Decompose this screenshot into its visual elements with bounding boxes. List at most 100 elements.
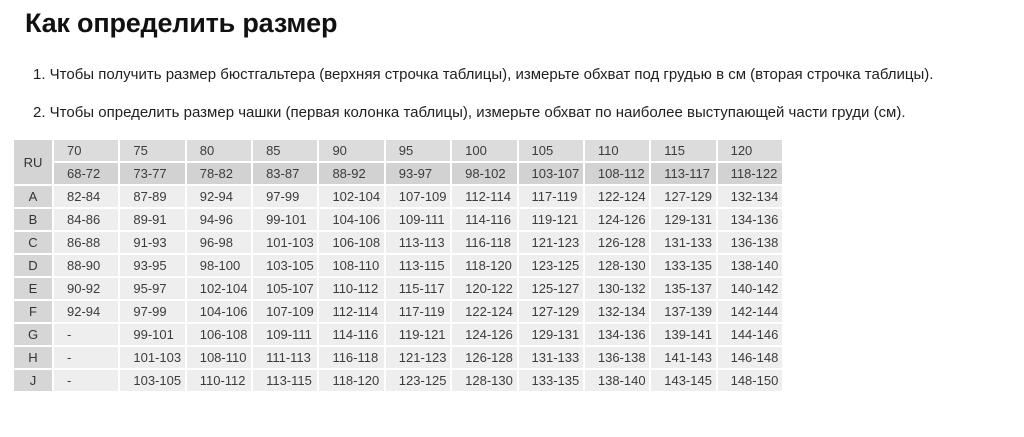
cup-size-row: D 88-90 93-95 98-100 103-105 108-110 113-115 11… [14,255,782,276]
size-value-cell: 146-148 [717,347,782,368]
cup-letter-cell: J [14,370,52,391]
size-value-cell: 134-136 [584,324,650,345]
size-value-cell: 120-122 [452,278,517,299]
band-size-cell: 70 [54,140,119,161]
size-value-cell: 122-124 [584,186,650,207]
size-value-cell: 143-145 [651,370,716,391]
size-value-cell: 113-115 [385,255,451,276]
size-value-cell: 127-129 [651,186,716,207]
size-value-cell: 136-138 [584,347,650,368]
size-value-cell: 129-131 [518,324,583,345]
instruction-item: 1. Чтобы получить размер бюстгальтера (в… [33,66,934,83]
size-value-cell: 87-89 [120,186,185,207]
size-value-cell: 88-90 [54,255,119,276]
band-size-cell: 85 [253,140,318,161]
band-size-row: RU 70 75 80 85 90 95 100 105 110 115 120 [14,140,782,184]
size-value-cell: 92-94 [186,186,252,207]
size-value-cell: 117-119 [518,186,583,207]
size-value-cell: 99-101 [253,209,318,230]
band-size-cell: 95 [385,140,451,161]
size-value-cell: 114-116 [319,324,384,345]
underbust-cell: 83-87 [253,163,318,184]
size-value-cell: 115-117 [385,278,451,299]
underbust-cell: 103-107 [518,163,583,184]
size-value-cell: 112-114 [452,186,517,207]
band-size-cell: 110 [584,140,650,161]
size-value-cell: - [54,347,119,368]
size-value-cell: 117-119 [385,301,451,322]
cup-letter-cell: B [14,209,52,230]
underbust-cell: 113-117 [651,163,716,184]
size-value-cell: 82-84 [54,186,119,207]
size-value-cell: 96-98 [186,232,252,253]
size-value-cell: 94-96 [186,209,252,230]
cup-letter-cell: D [14,255,52,276]
size-value-cell: 130-132 [584,278,650,299]
size-value-cell: 133-135 [518,370,583,391]
size-value-cell: 148-150 [717,370,782,391]
size-value-cell: 103-105 [253,255,318,276]
size-value-cell: 90-92 [54,278,119,299]
size-value-cell: 93-95 [120,255,185,276]
size-value-cell: 141-143 [651,347,716,368]
size-value-cell: 124-126 [452,324,517,345]
size-value-cell: 92-94 [54,301,119,322]
size-value-cell: 110-112 [319,278,384,299]
underbust-cell: 108-112 [584,163,650,184]
size-value-cell: - [54,370,119,391]
band-size-cell: 75 [120,140,185,161]
size-value-cell: 125-127 [518,278,583,299]
size-value-cell: 119-121 [518,209,583,230]
size-value-cell: 109-111 [253,324,318,345]
size-value-cell: 91-93 [120,232,185,253]
size-value-cell: 136-138 [717,232,782,253]
size-value-cell: 132-134 [584,301,650,322]
size-value-cell: 131-133 [651,232,716,253]
size-value-cell: 127-129 [518,301,583,322]
cup-size-row: G -99-101 106-108 109-111 114-116 119-121 124-… [14,324,782,345]
size-value-cell: 104-106 [186,301,252,322]
size-value-cell: 97-99 [253,186,318,207]
band-size-cell: 90 [319,140,384,161]
size-value-cell: 106-108 [319,232,384,253]
cup-size-row: H -101-103 108-110 111-113 116-118 121-123 126… [14,347,782,368]
size-value-cell: 123-125 [385,370,451,391]
cup-size-row: E 90-92 95-97 102-104 105-107 110-112 115-117 1… [14,278,782,299]
size-value-cell: 103-105 [120,370,185,391]
size-value-cell: 118-120 [319,370,384,391]
size-value-cell: 128-130 [452,370,517,391]
band-size-cell: 80 [186,140,252,161]
size-value-cell: 132-134 [717,186,782,207]
size-value-cell: 134-136 [717,209,782,230]
size-value-cell: 139-141 [651,324,716,345]
size-value-cell: 101-103 [120,347,185,368]
underbust-cell: 98-102 [452,163,517,184]
size-value-cell: 99-101 [120,324,185,345]
size-value-cell: 142-144 [717,301,782,322]
size-value-cell: 104-106 [319,209,384,230]
size-value-cell: 113-113 [385,232,451,253]
size-value-cell: 116-118 [452,232,517,253]
band-size-cell: 105 [518,140,583,161]
band-size-cell: 115 [651,140,716,161]
size-guide-section: Как определить размер 1. Чтобы получить … [0,8,1024,393]
size-value-cell: 144-146 [717,324,782,345]
size-value-cell: 128-130 [584,255,650,276]
size-value-cell: 121-123 [385,347,451,368]
underbust-cell: 88-92 [319,163,384,184]
size-value-cell: 140-142 [717,278,782,299]
size-value-cell: 137-139 [651,301,716,322]
underbust-cell: 118-122 [717,163,782,184]
size-value-cell: 108-110 [186,347,252,368]
size-value-cell: 112-114 [319,301,384,322]
size-value-cell: 84-86 [54,209,119,230]
size-value-cell: 106-108 [186,324,252,345]
cup-letter-cell: G [14,324,52,345]
size-value-cell: - [54,324,119,345]
instruction-item: 2. Чтобы определить размер чашки (первая… [33,104,906,121]
size-value-cell: 101-103 [253,232,318,253]
cup-letter-cell: H [14,347,52,368]
size-value-cell: 119-121 [385,324,451,345]
size-value-cell: 95-97 [120,278,185,299]
size-value-cell: 102-104 [319,186,384,207]
